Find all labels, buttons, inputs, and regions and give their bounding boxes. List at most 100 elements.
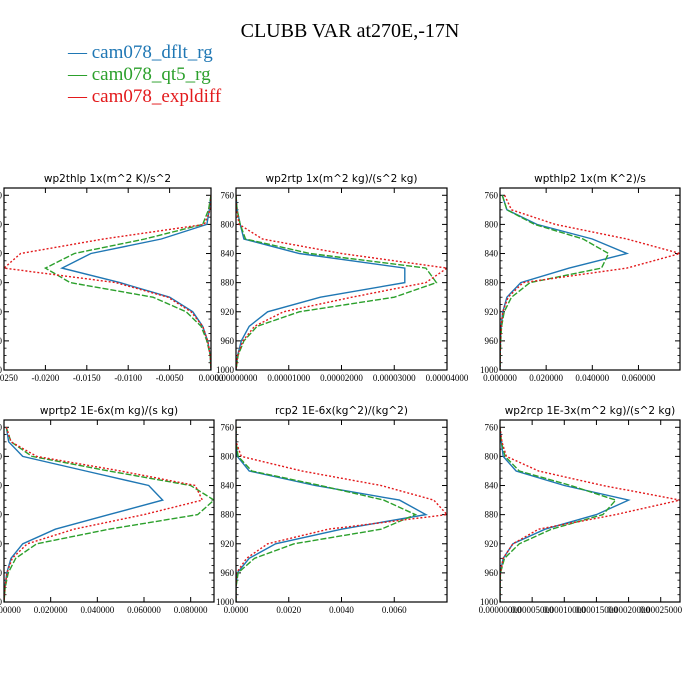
y-tick-label: 880 [221, 278, 235, 288]
panel-frame [3, 187, 212, 371]
y-tick-label: 760 [0, 422, 3, 432]
series-line-cam078_expldiff [4, 195, 211, 370]
panel-frame [499, 187, 681, 371]
x-tick-label: -0.0250 [0, 373, 18, 383]
panel-1-title: wp2thlp 1x(m^2 K)/s^2 [44, 173, 171, 185]
y-tick-label: 880 [485, 510, 499, 520]
x-tick-label: 0.020000 [34, 605, 68, 615]
series-line-cam078_qt5_rg [236, 427, 418, 602]
y-tick-label: 760 [0, 190, 3, 200]
x-tick-label: 0.00020000 [607, 605, 650, 615]
x-tick-label: 0.00010000 [543, 605, 586, 615]
panel-3: wpthlp2 1x(m K^2)/s 760 800 840 880 920 960 100… [480, 173, 681, 383]
y-tick-label: 920 [0, 539, 3, 549]
series-line-cam078_dflt_rg [500, 427, 631, 602]
panel-4: wprtp2 1E-6x(m kg)/(s kg) 760 800 840 880 920… [0, 405, 215, 615]
y-tick-label: 760 [221, 190, 235, 200]
series-line-cam078_expldiff [236, 195, 447, 370]
x-tick-label: 0.00004000 [426, 373, 469, 383]
panel-2-title: wp2rtp 1x(m^2 kg)/(s^2 kg) [265, 173, 417, 185]
x-tick-label: -0.0150 [73, 373, 101, 383]
y-tick-label: 840 [485, 249, 499, 259]
y-tick-label: 1000 [0, 597, 3, 607]
y-tick-label: 960 [485, 336, 499, 346]
y-tick-label: 880 [0, 278, 3, 288]
x-tick-label: 0.000000 [483, 373, 517, 383]
panel-6: wp2rcp 1E-3x(m^2 kg)/(s^2 kg) 760 800 840 88… [479, 405, 683, 615]
series-line-cam078_qt5_rg [4, 427, 214, 602]
y-tick-label: 800 [0, 219, 3, 229]
legend-label-qt5: cam078_qt5_rg [91, 64, 211, 85]
y-tick-label: 880 [0, 510, 3, 520]
y-tick-label: 880 [485, 278, 499, 288]
x-tick-label: 0.060000 [622, 373, 656, 383]
x-tick-label: 0.00000000 [215, 373, 258, 383]
y-tick-label: 1000 [480, 365, 499, 375]
y-tick-label: 840 [485, 481, 499, 491]
y-tick-label: 1000 [480, 597, 499, 607]
x-tick-label: 0.040000 [575, 373, 609, 383]
x-tick-label: 0.00001000 [267, 373, 310, 383]
y-tick-label: 880 [221, 510, 235, 520]
series-line-cam078_dflt_rg [236, 427, 428, 602]
x-tick-label: -0.0100 [114, 373, 142, 383]
y-tick-label: 920 [221, 539, 235, 549]
y-tick-label: 760 [221, 422, 235, 432]
y-tick-label: 840 [0, 481, 3, 491]
y-tick-label: 800 [0, 451, 3, 461]
series-line-cam078_qt5_rg [500, 195, 610, 370]
y-tick-label: 960 [0, 336, 3, 346]
panel-frame [235, 419, 448, 603]
panel-2: wp2rtp 1x(m^2 kg)/(s^2 kg) 760 800 840 880 92… [215, 173, 469, 383]
y-tick-label: 960 [485, 568, 499, 578]
x-tick-label: 0.00002000 [320, 373, 363, 383]
x-tick-label: 0.00015000 [575, 605, 618, 615]
legend-label-dflt: cam078_dflt_rg [91, 42, 213, 63]
legend: — cam078_dflt_rg — cam078_qt5_rg — cam07… [68, 42, 221, 108]
y-tick-label: 800 [485, 451, 499, 461]
y-tick-label: 960 [0, 568, 3, 578]
series-line-cam078_expldiff [500, 427, 680, 602]
y-tick-label: 920 [485, 539, 499, 549]
series-line-cam078_expldiff [500, 194, 680, 370]
y-tick-label: 960 [221, 336, 235, 346]
series-line-cam078_qt5_rg [43, 195, 211, 370]
y-tick-label: 920 [0, 307, 3, 317]
x-tick-label: 0.00003000 [373, 373, 416, 383]
x-tick-label: -0.0200 [32, 373, 60, 383]
panel-1: wp2thlp 1x(m^2 K)/s^2 760 800 840 880 920 960 1… [0, 173, 224, 383]
y-tick-label: 920 [485, 307, 499, 317]
x-tick-label: -0.0050 [156, 373, 184, 383]
series-line-cam078_dflt_rg [236, 195, 406, 370]
x-tick-label: 0.0020 [276, 605, 301, 615]
x-tick-label: 0.060000 [127, 605, 161, 615]
x-tick-label: 0.000000 [0, 605, 21, 615]
y-tick-label: 800 [485, 219, 499, 229]
x-tick-label: 0.00000000 [479, 605, 522, 615]
series-line-cam078_dflt_rg [500, 195, 630, 370]
panel-frame [3, 419, 215, 603]
legend-label-expldiff: cam078_expldiff [91, 86, 222, 107]
y-tick-label: 960 [221, 568, 235, 578]
x-tick-label: 0.0060 [382, 605, 407, 615]
y-tick-label: 800 [221, 451, 235, 461]
panel-frame [499, 419, 681, 603]
panel-frame [235, 187, 448, 371]
y-tick-label: 920 [221, 307, 235, 317]
panel-5-title: rcp2 1E-6x(kg^2)/(kg^2) [275, 405, 408, 417]
panel-4-title: wprtp2 1E-6x(m kg)/(s kg) [40, 405, 178, 417]
x-tick-label: 0.040000 [80, 605, 114, 615]
figure-title: CLUBB VAR at270E,-17N [240, 20, 460, 42]
y-tick-label: 840 [221, 249, 235, 259]
series-line-cam078_expldiff [4, 427, 204, 602]
series-line-cam078_dflt_rg [60, 195, 211, 370]
x-tick-label: 0.0040 [329, 605, 354, 615]
series-line-cam078_dflt_rg [4, 427, 165, 602]
panel-5: rcp2 1E-6x(kg^2)/(kg^2) 760 800 840 880 920 96… [216, 405, 448, 615]
y-tick-label: 840 [0, 249, 3, 259]
legend-item-qt5: — cam078_qt5_rg [68, 64, 211, 85]
series-line-cam078_qt5_rg [500, 427, 617, 602]
panel-6-title: wp2rcp 1E-3x(m^2 kg)/(s^2 kg) [505, 405, 676, 417]
x-tick-label: 0.0000 [224, 605, 249, 615]
